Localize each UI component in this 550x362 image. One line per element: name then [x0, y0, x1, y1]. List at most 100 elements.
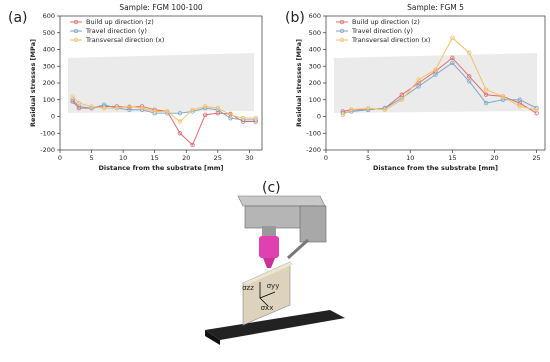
y-tick-label: 0: [317, 113, 321, 121]
data-point: [190, 142, 195, 148]
x-tick-label: 20: [490, 154, 498, 162]
legend-label: Transversal direction (x): [85, 36, 164, 44]
data-point: [483, 100, 489, 106]
data-point: [127, 104, 132, 109]
y-tick-label: 300: [309, 62, 321, 70]
wall: [242, 261, 291, 326]
x-tick-label: 10: [406, 154, 414, 162]
data-point: [500, 94, 506, 99]
legend-marker: [73, 28, 79, 34]
torch-nozzle: [263, 258, 275, 268]
y-tick-label: 600: [309, 12, 321, 20]
x-tick-label: 25: [214, 154, 222, 162]
data-point: [228, 112, 233, 118]
x-tick-label: 25: [532, 154, 540, 162]
data-point: [202, 112, 208, 118]
data-point: [466, 74, 472, 79]
x-tick-label: 15: [448, 154, 456, 162]
series-line: [72, 99, 256, 121]
data-point: [340, 112, 346, 118]
data-point: [517, 97, 522, 102]
data-point: [534, 107, 539, 112]
data-point: [76, 100, 82, 106]
head-arm: [299, 205, 327, 243]
legend-label: Travel direction (y): [351, 27, 413, 35]
x-tick-label: 0: [58, 154, 62, 162]
legend-marker: [73, 19, 79, 25]
y-tick-label: -200: [306, 146, 321, 154]
y-tick-label: 200: [43, 79, 55, 87]
background-image: [68, 53, 254, 113]
data-point: [365, 105, 371, 111]
data-point: [177, 119, 183, 124]
data-point: [466, 79, 472, 84]
y-tick-label: 0: [51, 113, 55, 121]
data-point: [152, 109, 157, 114]
stress-label: σzz: [242, 284, 254, 292]
data-point: [349, 107, 354, 112]
data-point: [190, 107, 195, 112]
base-side: [205, 330, 220, 345]
chart-title: Sample: FGM 100-100: [119, 3, 203, 12]
legend-label: Travel direction (y): [85, 27, 147, 35]
legend-marker: [73, 37, 79, 43]
axis-arrow: [259, 291, 276, 299]
legend-marker: [339, 37, 345, 43]
panel-label: (b): [285, 10, 305, 26]
chart-title: Sample: FGM 5: [407, 3, 464, 12]
panel-label: (a): [8, 10, 28, 26]
data-point: [534, 105, 539, 111]
data-point: [483, 87, 489, 92]
data-point: [70, 94, 75, 99]
x-tick-label: 30: [245, 154, 253, 162]
y-tick-label: 300: [43, 62, 55, 70]
torch-collar: [262, 226, 276, 238]
data-point: [177, 131, 183, 136]
stress-label: σxx: [261, 304, 274, 312]
data-point: [240, 115, 246, 121]
wire-feeder: [286, 238, 310, 260]
x-tick-label: 15: [151, 154, 159, 162]
data-point: [177, 110, 183, 116]
y-tick-label: -200: [40, 146, 55, 154]
y-tick-label: -100: [40, 129, 55, 137]
y-axis-label: Residual stresses [MPa]: [29, 39, 37, 127]
legend-label: Build up direction (z): [86, 18, 154, 26]
data-point: [202, 104, 208, 109]
x-axis-label: Distance from the substrate [mm]: [373, 164, 498, 172]
x-tick-label: 0: [324, 154, 328, 162]
data-point: [253, 115, 258, 121]
series-line: [72, 96, 256, 123]
y-tick-label: 200: [309, 79, 321, 87]
y-tick-label: 400: [43, 46, 55, 54]
x-axis-label: Distance from the substrate [mm]: [98, 164, 223, 172]
data-point: [450, 55, 455, 61]
y-tick-label: 400: [309, 46, 321, 54]
y-tick-label: -100: [306, 129, 321, 137]
axis-arrow: [259, 297, 269, 307]
illustration: [205, 195, 345, 345]
data-point: [416, 84, 421, 89]
data-point: [165, 109, 170, 114]
data-point: [416, 77, 421, 82]
torch: [259, 236, 279, 258]
panel-label: (c): [262, 180, 281, 196]
data-point: [433, 67, 438, 72]
data-point: [114, 105, 120, 111]
data-point: [340, 110, 346, 116]
data-point: [101, 105, 107, 111]
legend-marker: [339, 28, 345, 34]
data-point: [483, 92, 489, 97]
y-axis-label: Residual stresses [MPa]: [295, 39, 303, 127]
data-point: [450, 35, 455, 40]
data-point: [215, 105, 221, 111]
stress-label: σyy: [267, 282, 280, 290]
data-point: [466, 50, 472, 56]
legend-marker: [339, 19, 345, 25]
y-tick-label: 500: [309, 29, 321, 37]
legend-label: Transversal direction (x): [351, 36, 430, 44]
x-tick-label: 10: [119, 154, 127, 162]
data-point: [399, 97, 405, 102]
x-tick-label: 5: [366, 154, 370, 162]
data-point: [89, 104, 94, 109]
